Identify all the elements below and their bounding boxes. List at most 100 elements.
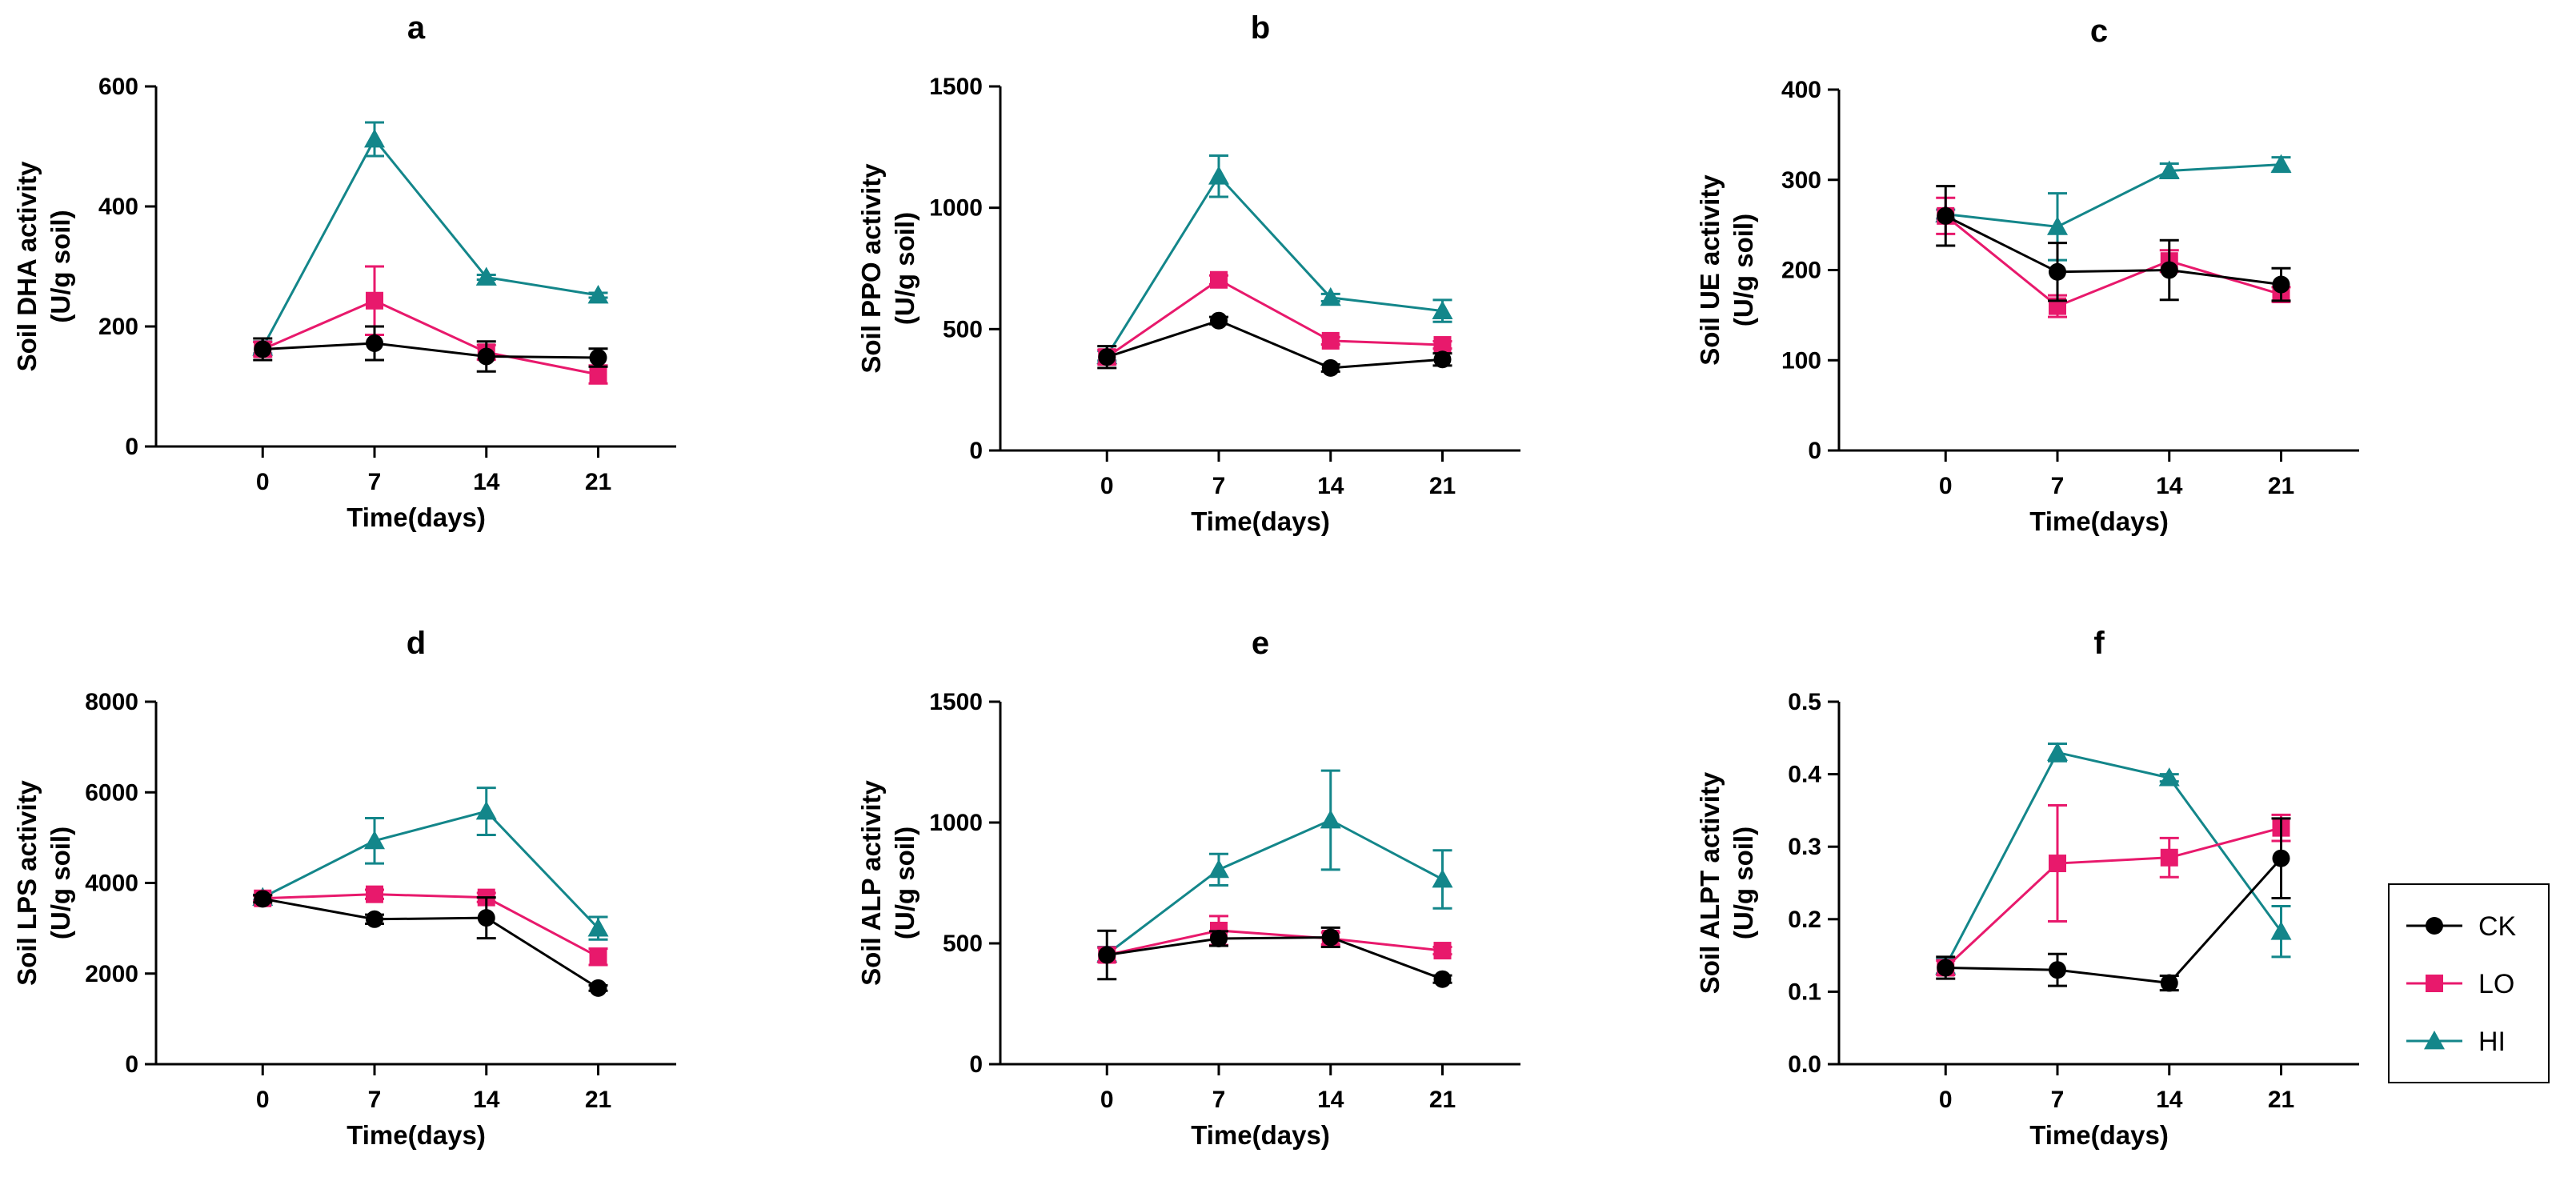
data-point — [2270, 154, 2292, 173]
panel-a: a 0 200 400 600 0 7 14 21 Time(days) Soil DHA acti… — [12, 10, 676, 532]
y-axis-label-unit: (U/g soil) — [1729, 214, 1758, 326]
x-tick-label: 14 — [1317, 473, 1344, 499]
data-point — [366, 334, 383, 352]
data-point — [589, 366, 607, 383]
y-axis-label: Soil ALP activity — [856, 779, 886, 985]
x-tick-label: 7 — [2051, 1087, 2065, 1113]
data-point — [1321, 331, 1340, 350]
series-line-HI — [1105, 174, 1443, 357]
data-point — [1098, 946, 1116, 964]
legend-marker-CK — [2426, 917, 2443, 935]
y-tick-label: 0 — [969, 438, 983, 464]
y-axis-label-unit: (U/g soil) — [890, 212, 919, 325]
series-line-HI — [1106, 819, 1444, 955]
series-CK — [253, 890, 608, 997]
legend-label: CK — [2478, 911, 2517, 942]
series-line-LO — [1106, 929, 1443, 956]
x-tick-label: 7 — [1212, 1087, 1226, 1113]
data-point — [364, 830, 385, 850]
series-HI — [252, 121, 609, 356]
data-point — [1432, 868, 1453, 888]
x-tick-label: 0 — [256, 469, 270, 495]
series-HI — [1935, 154, 2292, 262]
series-LO — [253, 265, 608, 385]
y-tick-label: 6000 — [85, 779, 138, 806]
panel-letter: f — [2093, 626, 2105, 661]
data-point — [589, 349, 607, 366]
data-point — [1320, 286, 1341, 306]
data-point — [2272, 849, 2290, 867]
series-line-LO — [262, 893, 599, 959]
series-CK — [1936, 185, 2291, 302]
x-tick-label: 21 — [1429, 1087, 1456, 1113]
y-tick-label: 500 — [943, 316, 983, 342]
x-tick-label: 21 — [2268, 1087, 2294, 1113]
y-axis-label: Soil UE activity — [1695, 174, 1725, 366]
data-point — [475, 801, 497, 820]
y-tick-label: 0.1 — [1788, 979, 1821, 1005]
data-point — [1321, 928, 1340, 947]
y-tick-label: 300 — [1781, 167, 1821, 194]
series-line-CK — [262, 897, 599, 990]
data-point — [2047, 742, 2068, 761]
y-tick-label: 8000 — [85, 689, 138, 715]
x-tick-label: 7 — [2051, 473, 2065, 499]
data-point — [477, 347, 495, 366]
data-point — [589, 947, 607, 966]
series-LO — [1097, 915, 1452, 964]
y-tick-label: 500 — [943, 931, 983, 957]
data-point — [475, 266, 497, 286]
y-axis-label-unit: (U/g soil) — [46, 210, 75, 322]
y-tick-label: 400 — [1781, 77, 1821, 103]
data-point — [1937, 206, 1955, 225]
series-line-CK — [1107, 935, 1444, 981]
data-point — [1433, 350, 1452, 369]
x-tick-label: 21 — [1429, 473, 1456, 499]
x-axis-label: Time(days) — [1191, 1120, 1330, 1150]
series-line-CK — [1945, 214, 2282, 286]
x-axis-label: Time(days) — [347, 1120, 486, 1150]
legend-label: HI — [2478, 1027, 2506, 1057]
data-point — [366, 291, 383, 310]
x-tick-label: 0 — [1100, 473, 1114, 499]
data-point — [2158, 767, 2180, 787]
series-LO — [1936, 196, 2291, 318]
data-point — [1098, 348, 1116, 366]
data-point — [1433, 970, 1452, 988]
y-tick-label: 1500 — [929, 689, 983, 715]
y-tick-label: 2000 — [85, 961, 138, 987]
series-line-CK — [262, 342, 599, 359]
series-HI — [1096, 154, 1453, 365]
data-point — [1210, 311, 1228, 330]
data-point — [1433, 942, 1452, 960]
y-tick-label: 100 — [1781, 347, 1821, 374]
y-axis-label: Soil PPO activity — [856, 163, 886, 374]
series-line-CK — [1106, 319, 1443, 370]
y-tick-label: 1500 — [929, 74, 983, 100]
data-point — [366, 885, 383, 903]
x-tick-label: 14 — [2156, 1087, 2183, 1113]
data-point — [1937, 959, 1955, 977]
data-point — [589, 979, 607, 997]
series-HI — [252, 787, 609, 941]
data-point — [1208, 859, 1229, 879]
x-tick-label: 0 — [1100, 1087, 1114, 1113]
y-tick-label: 400 — [98, 194, 138, 220]
data-point — [2047, 216, 2068, 235]
x-tick-label: 14 — [473, 469, 500, 495]
y-tick-label: 200 — [1781, 258, 1821, 284]
series-line-LO — [262, 299, 599, 376]
data-point — [2160, 974, 2178, 992]
y-tick-label: 0 — [1808, 438, 1821, 464]
x-tick-label: 14 — [1317, 1087, 1344, 1113]
y-tick-label: 1000 — [929, 810, 983, 836]
series-line-LO — [1106, 278, 1443, 358]
data-point — [2160, 261, 2178, 279]
panel-f: f 0.0 0.1 0.2 0.3 0.4 0.5 0 7 14 21 Time(days) Soil … — [1695, 626, 2359, 1150]
y-axis-label: Soil ALPT activity — [1695, 771, 1725, 994]
legend: CK LO HI — [2388, 883, 2550, 1083]
x-axis-label: Time(days) — [2029, 1120, 2169, 1150]
x-tick-label: 14 — [473, 1087, 500, 1113]
